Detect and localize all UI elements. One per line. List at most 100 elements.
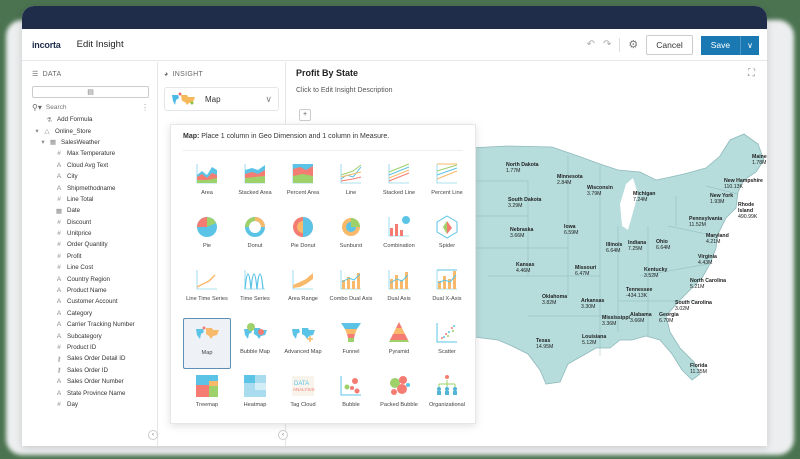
chart-type-dual-x-axis[interactable]: Dual X-Axis — [423, 265, 471, 316]
state-label[interactable]: Kansas 4.46M — [516, 262, 535, 275]
state-label[interactable]: Kentucky 3.52M — [644, 267, 668, 280]
chart-type-organizational[interactable]: Organizational — [423, 371, 471, 422]
field-item[interactable]: A Category — [32, 308, 149, 319]
field-item[interactable]: # Line Cost — [32, 262, 149, 273]
collapse-data-panel-button[interactable]: ‹ — [148, 430, 158, 440]
state-label[interactable]: Oklahoma 3.82M — [542, 294, 568, 307]
state-label[interactable]: Maryland 4.21M — [706, 233, 729, 246]
chart-type-line-time-series[interactable]: Line Time Series — [183, 265, 231, 316]
chart-type-area[interactable]: Area — [183, 159, 231, 210]
state-label[interactable]: Mississippi 3.36M — [602, 315, 630, 328]
chart-type-pie-donut[interactable]: Pie Donut — [279, 212, 327, 263]
state-label[interactable]: Maine 1.78M — [752, 154, 767, 167]
chart-type-bubble-map[interactable]: Bubble Map — [231, 318, 279, 369]
chart-type-percent-line[interactable]: Percent Line — [423, 159, 471, 210]
add-formula-item[interactable]: ⚗ Add Formula — [32, 114, 149, 125]
redo-icon[interactable]: ↷ — [603, 39, 612, 50]
schema-item[interactable]: ▾ △ Online_Store — [35, 127, 92, 136]
state-label[interactable]: South Dakota 3.29M — [508, 197, 542, 210]
field-item[interactable]: ⚷ Sales Order ID — [32, 365, 149, 376]
save-button[interactable]: Save — [700, 35, 742, 55]
state-label[interactable]: Virginia 4.43M — [698, 254, 717, 267]
state-label[interactable]: New York 1.93M — [710, 193, 734, 206]
chart-type-combo-dual-axis[interactable]: Combo Dual Axis — [327, 265, 375, 316]
field-item[interactable]: # Order Quantity — [32, 239, 149, 250]
state-label[interactable]: North Dakota 1.77M — [506, 162, 539, 175]
collapse-insight-panel-button[interactable]: ‹ — [278, 430, 288, 440]
undo-icon[interactable]: ↶ — [586, 39, 596, 50]
datasource-selector[interactable]: ▤ — [32, 86, 149, 98]
state-label[interactable]: Louisiana 5.12M — [582, 334, 607, 347]
field-item[interactable]: # Profit — [32, 251, 149, 262]
search-icon[interactable]: ⚲▾ — [32, 102, 42, 112]
state-label[interactable]: Wisconsin 3.79M — [587, 185, 613, 198]
state-label[interactable]: Indiana 7.25M — [628, 240, 647, 253]
chart-type-stacked-area[interactable]: Stacked Area — [231, 159, 279, 210]
field-item[interactable]: # Product ID — [32, 342, 149, 353]
field-item[interactable]: # Discount — [32, 217, 149, 228]
field-item[interactable]: A Customer Account — [32, 296, 149, 307]
visualization-type-dropdown[interactable]: Map ∨ — [164, 87, 279, 111]
us-map[interactable]: North Dakota 1.77M South Dakota 3.29M Minnes… — [468, 126, 767, 386]
state-label[interactable]: Georgia 6.70M — [659, 312, 679, 325]
field-item[interactable]: A Carrier Tracking Number — [32, 319, 149, 330]
state-label[interactable]: Arkansas 3.30M — [581, 298, 605, 311]
field-item[interactable]: A Product Name — [32, 285, 149, 296]
field-item[interactable]: A Sales Order Number — [32, 376, 149, 387]
state-label[interactable]: Pennsylvania 11.52M — [689, 216, 723, 229]
chart-type-advanced-map[interactable]: Advanced Map — [279, 318, 327, 369]
chart-type-area-range[interactable]: Area Range — [279, 265, 327, 316]
chart-type-time-series[interactable]: Time Series — [231, 265, 279, 316]
state-label[interactable]: Minnesota 2.84M — [557, 174, 583, 187]
field-item[interactable]: A Subcategory — [32, 330, 149, 341]
field-item[interactable]: A Country Region — [32, 273, 149, 284]
fullscreen-icon[interactable]: ⛶ — [748, 68, 755, 79]
chart-type-percent-area[interactable]: Percent Area — [279, 159, 327, 210]
chart-type-map[interactable]: Map — [183, 318, 231, 369]
chart-type-heatmap[interactable]: Heatmap — [231, 371, 279, 422]
state-label[interactable]: South Carolina 3.02M — [675, 300, 712, 313]
field-item[interactable]: # Unitprice — [32, 228, 149, 239]
state-label[interactable]: North Carolina 5.21M — [690, 278, 727, 291]
field-item[interactable]: A Shipmethodname — [32, 182, 149, 193]
chart-type-bubble[interactable]: Bubble — [327, 371, 375, 422]
search-input[interactable] — [45, 103, 130, 111]
insight-title[interactable]: Profit By State — [296, 68, 359, 78]
chart-type-combination[interactable]: Combination — [375, 212, 423, 263]
field-item[interactable]: ⚷ Sales Order Detail ID — [32, 353, 149, 364]
cancel-button[interactable]: Cancel — [646, 35, 693, 55]
state-label[interactable]: Texas 14.95M — [536, 338, 554, 351]
field-item[interactable]: # Line Total — [32, 194, 149, 205]
chart-type-pie[interactable]: Pie — [183, 212, 231, 263]
state-label[interactable]: Michigan 7.24M — [633, 191, 656, 204]
chart-type-spider[interactable]: Spider — [423, 212, 471, 263]
state-label[interactable]: Illinois 6.64M — [606, 242, 623, 255]
field-item[interactable]: A State Province Name — [32, 387, 149, 398]
state-label[interactable]: Missouri 6.47M — [575, 265, 597, 278]
state-label[interactable]: Iowa 6.59M — [564, 224, 579, 237]
state-label[interactable]: Ohio 6.64M — [656, 239, 671, 252]
field-item[interactable]: A City — [32, 171, 149, 182]
gear-icon[interactable]: ⚙ — [628, 38, 639, 51]
state-label[interactable]: Alabama 3.66M — [630, 312, 652, 325]
chart-type-scatter[interactable]: Scatter — [423, 318, 471, 369]
chart-type-stacked-line[interactable]: Stacked Line — [375, 159, 423, 210]
chart-type-line[interactable]: Line — [327, 159, 375, 210]
chart-type-tag-cloud[interactable]: DATA ANALYSIS Tag Cloud — [279, 371, 327, 422]
state-label[interactable]: Nebraska 3.66M — [510, 227, 534, 240]
chart-type-sunburst[interactable]: Sunburst — [327, 212, 375, 263]
field-item[interactable]: A Cloud Avg Text — [32, 160, 149, 171]
chart-type-funnel[interactable]: Funnel — [327, 318, 375, 369]
chart-type-packed-bubble[interactable]: Packed Bubble — [375, 371, 423, 422]
field-item[interactable]: # Max Temperature — [32, 148, 149, 159]
add-button[interactable]: + — [299, 109, 311, 121]
state-label[interactable]: New Hampshire 110.13K — [724, 178, 763, 191]
chart-type-pyramid[interactable]: Pyramid — [375, 318, 423, 369]
chart-type-dual-axis[interactable]: Dual Axis — [375, 265, 423, 316]
more-options-icon[interactable]: ⋮ — [141, 102, 149, 112]
state-label[interactable]: Rhode Island 490.99K — [738, 202, 758, 221]
chart-type-treemap[interactable]: Treemap — [183, 371, 231, 422]
chart-type-donut[interactable]: Donut — [231, 212, 279, 263]
state-label[interactable]: Florida 11.35M — [690, 363, 708, 376]
state-label[interactable]: Tennessee -434.13K — [626, 287, 653, 300]
